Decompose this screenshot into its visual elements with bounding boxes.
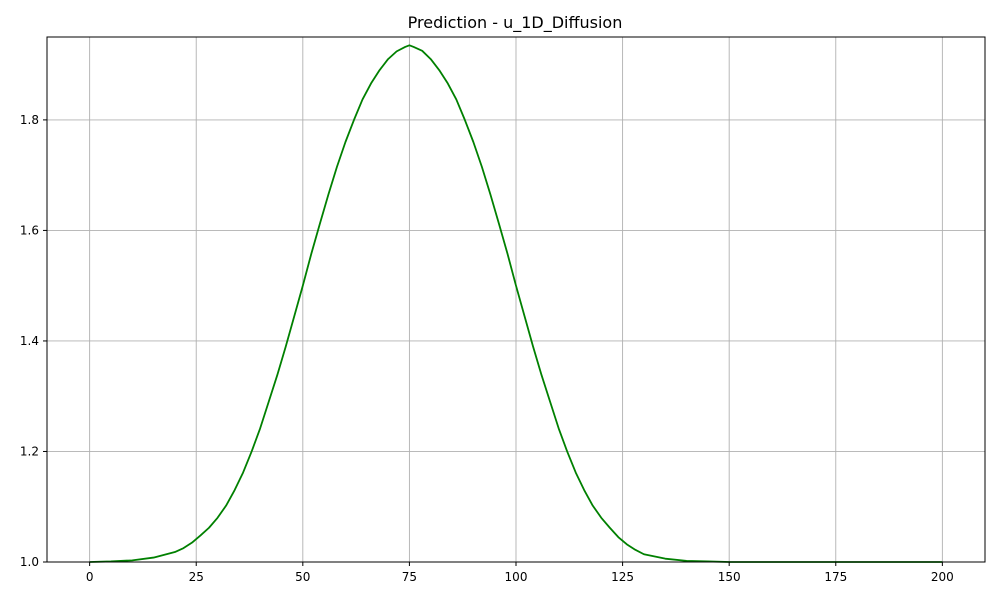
x-tick-label: 150 bbox=[718, 570, 741, 584]
x-tick-label: 75 bbox=[402, 570, 417, 584]
chart-title: Prediction - u_1D_Diffusion bbox=[408, 13, 623, 33]
x-tick-label: 200 bbox=[931, 570, 954, 584]
x-tick-label: 175 bbox=[824, 570, 847, 584]
y-tick-label: 1.8 bbox=[20, 113, 39, 127]
series-layer bbox=[89, 44, 943, 563]
x-tick-label: 125 bbox=[611, 570, 634, 584]
y-tick-label: 1.2 bbox=[20, 444, 39, 458]
ticks: 0 25 50 75 100 125 150 175 200 1.0 1.2 1.4 1.6 1.8 bbox=[20, 113, 954, 584]
series-line bbox=[89, 44, 943, 563]
y-tick-label: 1.4 bbox=[20, 334, 39, 348]
y-tick-label: 1.0 bbox=[20, 555, 39, 569]
y-tick-label: 1.6 bbox=[20, 223, 39, 237]
x-tick-label: 100 bbox=[505, 570, 528, 584]
x-tick-label: 0 bbox=[86, 570, 94, 584]
x-tick-label: 50 bbox=[295, 570, 310, 584]
grid bbox=[47, 37, 985, 563]
x-tick-label: 25 bbox=[189, 570, 204, 584]
